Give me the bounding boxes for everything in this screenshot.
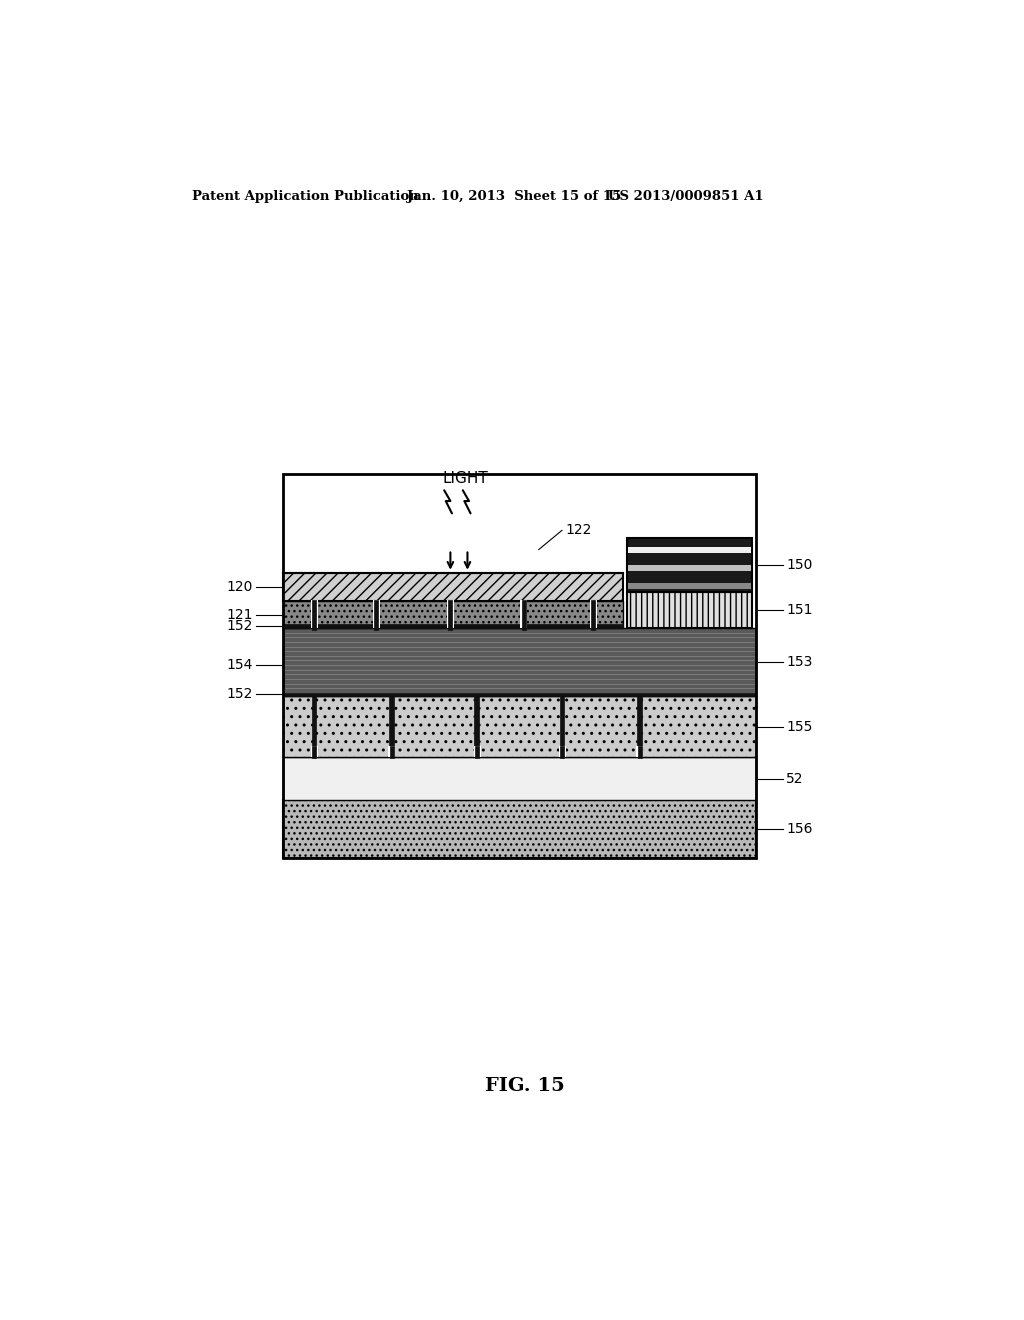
Bar [283,693,756,696]
Bar [474,746,480,758]
Bar [628,565,751,572]
Bar [283,474,756,858]
Bar [311,599,317,628]
Bar [628,593,752,628]
Text: 155: 155 [786,719,812,734]
Bar [283,624,624,628]
Text: 154: 154 [226,659,253,672]
Bar [628,583,751,589]
Text: US 2013/0009851 A1: US 2013/0009851 A1 [608,190,764,203]
Bar [389,694,394,758]
Bar [520,599,527,628]
Text: 156: 156 [786,821,812,836]
Bar [590,599,597,628]
Bar [390,746,394,758]
Text: 152: 152 [226,686,253,701]
Bar [312,599,316,630]
Bar [283,696,756,758]
Text: 121: 121 [226,607,253,622]
Bar [446,599,454,628]
Text: LIGHT: LIGHT [442,471,488,486]
Bar [388,746,395,758]
Bar [628,546,751,553]
Bar [449,599,452,630]
Bar [521,599,525,630]
Bar [560,746,564,758]
Text: 150: 150 [786,558,812,572]
Bar [559,746,566,758]
Text: 152: 152 [226,619,253,632]
Bar [283,758,756,800]
Text: 52: 52 [786,772,804,785]
Bar [592,599,595,630]
Text: 153: 153 [786,655,812,669]
Bar [474,694,479,758]
Bar [475,746,479,758]
Bar [373,599,380,628]
Bar [638,746,642,758]
Bar [311,694,316,758]
Text: Patent Application Publication: Patent Application Publication [191,190,418,203]
Bar [628,539,752,593]
Bar [283,573,624,601]
Bar [637,694,642,758]
Bar [312,746,316,758]
Text: 120: 120 [226,579,253,594]
Text: Jan. 10, 2013  Sheet 15 of 15: Jan. 10, 2013 Sheet 15 of 15 [407,190,622,203]
Bar [560,694,564,758]
Bar [283,601,624,628]
Bar [283,800,756,858]
Bar [311,746,317,758]
Bar [283,628,756,696]
Bar [636,746,643,758]
Text: 151: 151 [786,603,812,616]
Text: 122: 122 [566,523,592,537]
Bar [375,599,378,630]
Text: FIG. 15: FIG. 15 [485,1077,564,1096]
